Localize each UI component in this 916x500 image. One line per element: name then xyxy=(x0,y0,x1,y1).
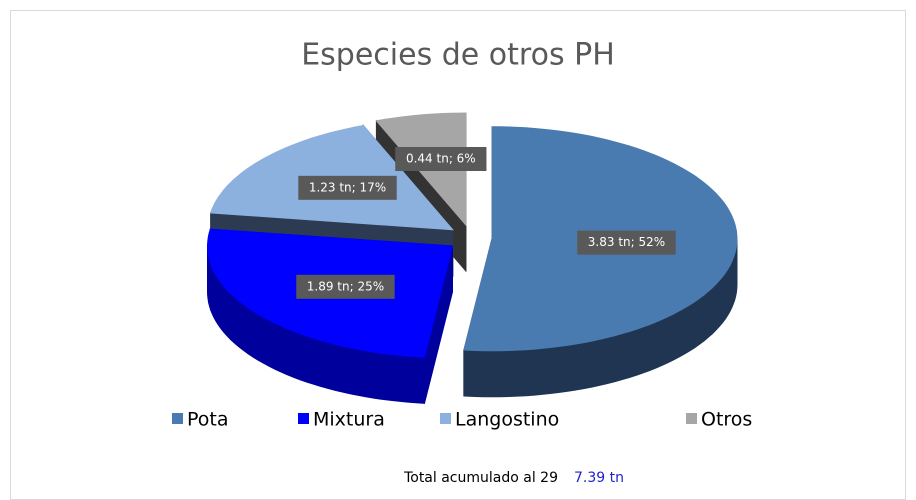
legend-label: Otros xyxy=(701,409,752,431)
total-value: 7.39 tn xyxy=(574,470,624,486)
data-label-box xyxy=(395,147,487,172)
legend-label: Langostino xyxy=(455,409,559,431)
legend-swatch xyxy=(172,413,183,424)
data-label: 1.23 tn; 17% xyxy=(309,180,386,194)
data-label: 0.44 tn; 6% xyxy=(406,152,476,166)
chart-title: Especies de otros PH xyxy=(301,38,615,73)
data-label-box xyxy=(296,274,395,299)
legend-label: Mixtura xyxy=(313,409,385,431)
legend-label: Pota xyxy=(187,409,229,431)
data-label: 1.89 tn; 25% xyxy=(307,279,384,293)
legend-swatch xyxy=(686,413,697,424)
data-label-box xyxy=(577,230,676,255)
total-text: Total acumulado al 29 xyxy=(403,470,558,486)
data-label: 3.83 tn; 52% xyxy=(588,235,665,249)
legend-swatch xyxy=(440,413,451,424)
data-label-box xyxy=(298,175,397,200)
legend-swatch xyxy=(298,413,309,424)
